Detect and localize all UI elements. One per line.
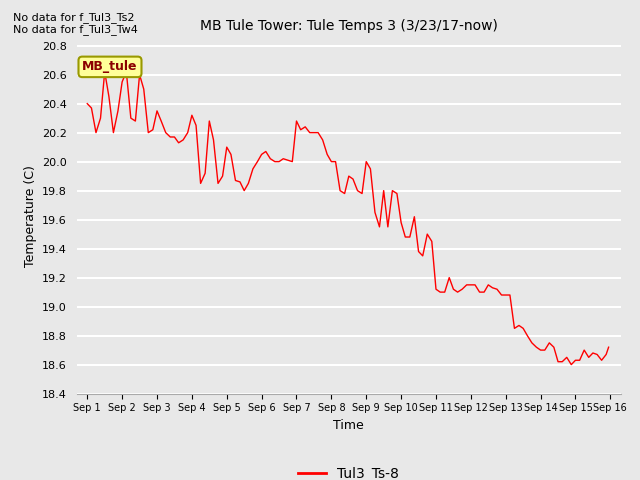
- Text: MB_tule: MB_tule: [82, 60, 138, 73]
- Y-axis label: Temperature (C): Temperature (C): [24, 165, 36, 267]
- Text: No data for f_Tul3_Ts2: No data for f_Tul3_Ts2: [13, 12, 134, 23]
- Legend: Tul3_Ts-8: Tul3_Ts-8: [293, 461, 404, 480]
- Text: No data for f_Tul3_Tw4: No data for f_Tul3_Tw4: [13, 24, 138, 35]
- X-axis label: Time: Time: [333, 419, 364, 432]
- Title: MB Tule Tower: Tule Temps 3 (3/23/17-now): MB Tule Tower: Tule Temps 3 (3/23/17-now…: [200, 19, 498, 33]
